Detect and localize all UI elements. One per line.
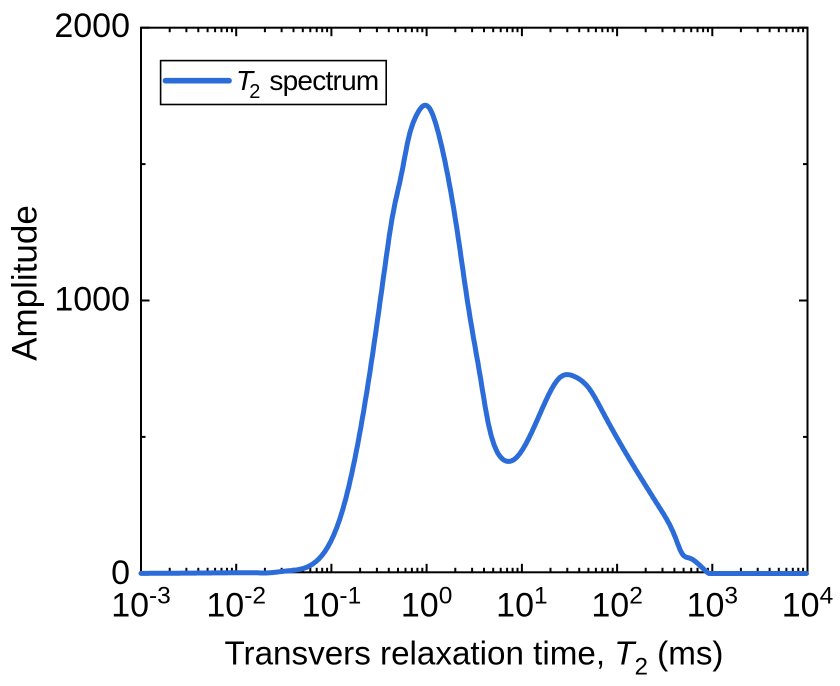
svg-text:Amplitude: Amplitude [5,205,44,361]
svg-text:103: 103 [687,583,738,625]
svg-text:100: 100 [401,583,452,625]
svg-text:T2 spectrum: T2 spectrum [236,65,379,103]
svg-text:1000: 1000 [54,281,130,319]
svg-text:101: 101 [496,583,547,625]
svg-text:2000: 2000 [54,7,130,45]
svg-text:10-3: 10-3 [111,583,171,625]
svg-text:0: 0 [111,554,130,592]
